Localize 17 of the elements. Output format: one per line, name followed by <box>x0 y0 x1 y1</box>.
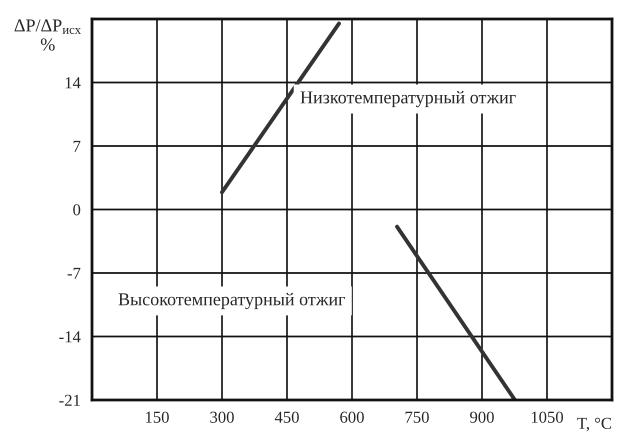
annotation: Низкотемпературный отжиг <box>300 90 516 108</box>
x-tick-label: 150 <box>146 412 169 423</box>
y-tick-label: 0 <box>73 204 80 216</box>
y-tick-label: -21 <box>59 394 80 406</box>
x-axis-title: T, °C <box>577 418 612 432</box>
x-tick-label: 750 <box>406 412 429 423</box>
x-tick-label: 900 <box>470 412 494 423</box>
y-tick-label: -7 <box>68 268 80 279</box>
y-tick-label: -14 <box>59 331 81 342</box>
x-tick-label: 450 <box>274 412 299 423</box>
annotation: Высокотемпературный отжиг <box>118 292 346 310</box>
y-axis-title: ΔP/ΔP$_{исх}$ % <box>14 19 81 51</box>
x-tick-label: 600 <box>340 412 364 423</box>
y-tick-label: 14 <box>66 77 81 88</box>
x-tick-label: 300 <box>210 412 234 423</box>
y-tick-label: 7 <box>74 140 80 152</box>
x-tick-label: 1050 <box>532 412 564 423</box>
